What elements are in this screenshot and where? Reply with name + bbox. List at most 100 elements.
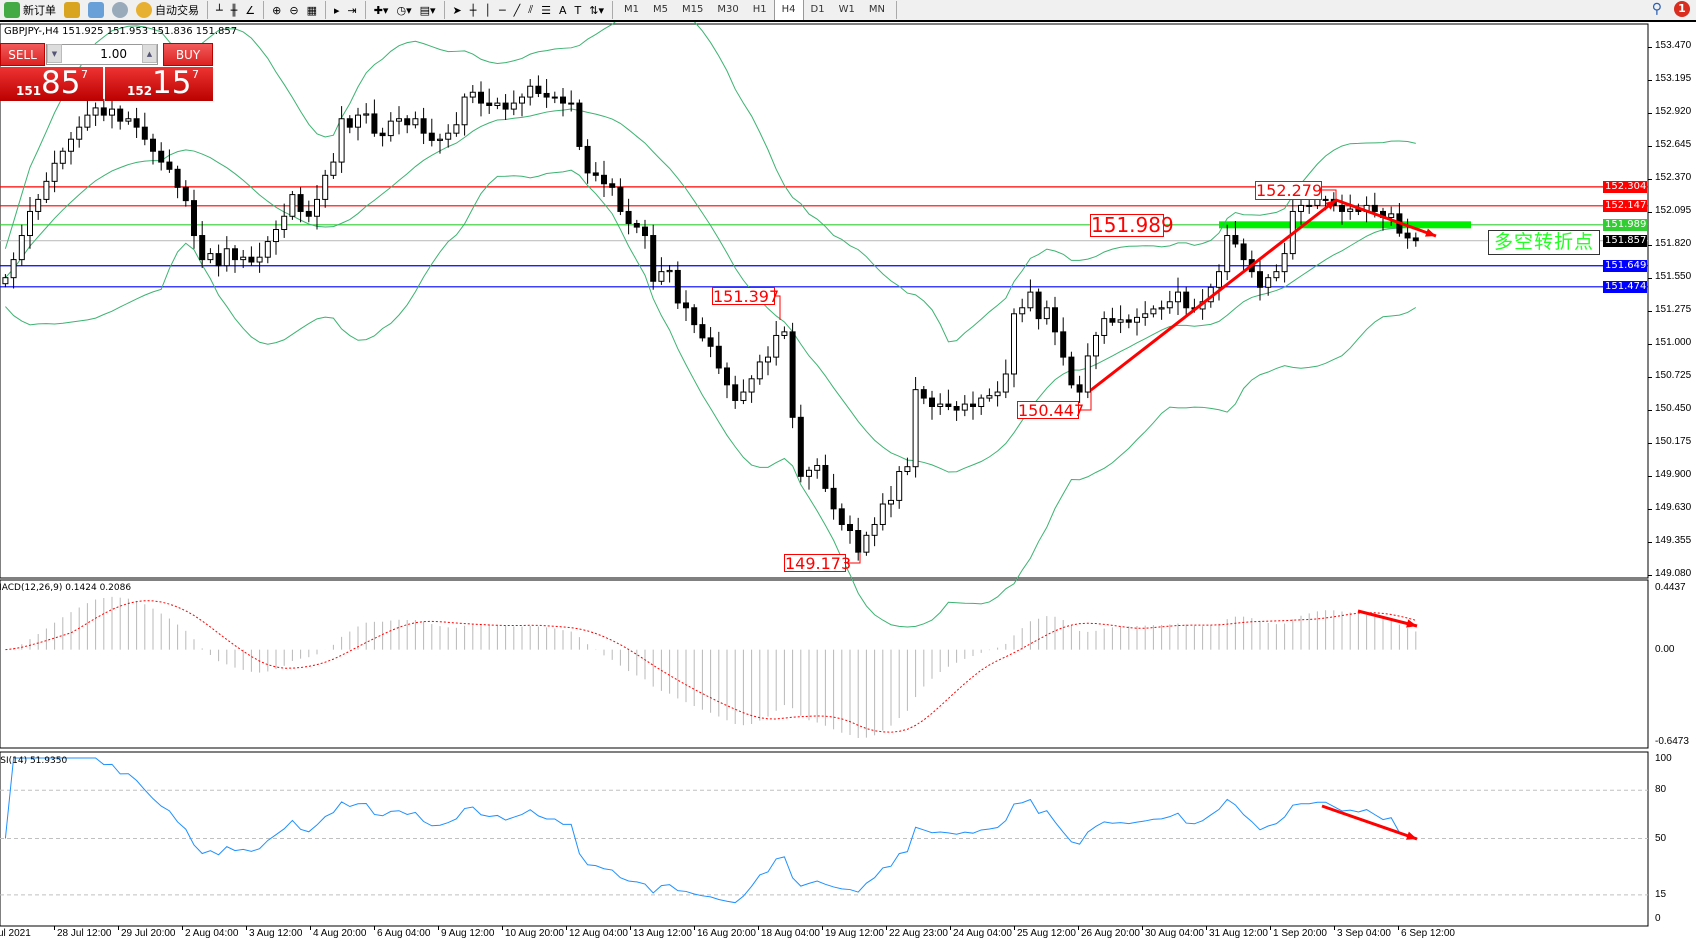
candle[interactable] [1298,200,1304,225]
candle[interactable] [363,103,370,124]
candle[interactable] [322,169,329,208]
candle[interactable] [961,395,968,417]
candle[interactable] [133,107,140,139]
candle[interactable] [830,473,837,520]
templates-icon[interactable]: ▤▾ [419,3,436,17]
candle[interactable] [527,79,534,106]
candle[interactable] [683,290,689,322]
arrows-icon[interactable]: ⇅▾ [589,3,605,17]
candle[interactable] [1166,290,1173,314]
candle[interactable] [617,178,624,216]
candle[interactable] [740,379,747,405]
candle[interactable] [732,375,739,409]
candle[interactable] [994,381,1001,407]
periods-icon[interactable]: ◷▾ [396,3,412,17]
trendline-icon[interactable]: ╱ [513,3,521,17]
market-watch-icon[interactable] [64,2,80,18]
crosshair-icon[interactable]: ┼ [469,3,477,17]
candle[interactable] [1076,375,1083,403]
candle[interactable] [43,172,50,204]
candle[interactable] [937,393,944,415]
candle[interactable] [428,118,435,147]
candle[interactable] [748,375,755,403]
signals-icon[interactable] [112,2,128,18]
candle[interactable] [166,149,173,173]
indicators-icon[interactable]: ✚▾ [373,3,389,17]
timeframe-m15[interactable]: M15 [682,4,704,15]
candle[interactable] [1281,242,1288,283]
candle[interactable] [1068,351,1075,389]
candle[interactable] [806,466,812,490]
annotation-low[interactable]: 149.173 [784,554,852,573]
candle[interactable] [150,133,156,165]
candle[interactable] [1216,264,1222,301]
candle[interactable] [76,116,83,148]
timeframe-m5[interactable]: M5 [653,4,669,15]
candle[interactable] [289,190,296,220]
search-icon[interactable]: ⚲ [1651,1,1662,17]
candle[interactable] [330,153,337,179]
sell-button[interactable]: SELL [0,43,45,66]
candle[interactable] [371,99,378,137]
candle[interactable] [1396,203,1403,237]
candle[interactable] [182,180,189,207]
candle[interactable] [797,404,804,483]
candle[interactable] [1404,218,1411,249]
candle[interactable] [18,224,25,266]
candle[interactable] [27,197,33,249]
candle[interactable] [592,162,599,182]
annotation-high[interactable]: 152.279 [1255,181,1323,200]
candle[interactable] [396,106,402,135]
candle[interactable] [437,133,443,154]
candle[interactable] [896,466,903,509]
candle[interactable] [1175,277,1181,315]
rsi-divergence-arrow[interactable] [1321,804,1418,841]
candle[interactable] [1265,274,1272,296]
candle[interactable] [1084,343,1091,399]
candle[interactable] [986,388,993,402]
candle[interactable] [84,100,91,131]
candle[interactable] [338,106,345,173]
candle[interactable] [912,376,919,478]
candle[interactable] [838,503,845,531]
candle[interactable] [478,81,484,117]
candle[interactable] [1060,317,1067,366]
candle[interactable] [445,124,452,148]
candle[interactable] [953,401,960,421]
candle[interactable] [633,219,640,234]
candle[interactable] [158,142,165,171]
lots-input[interactable]: 1.00 [46,44,158,65]
timeframe-mn[interactable]: MN [868,4,885,15]
notification-badge[interactable]: 1 [1674,1,1690,17]
candle[interactable] [978,394,985,415]
candle[interactable] [461,93,468,136]
pivot-text-label[interactable]: 多空转折点 [1488,230,1600,255]
line-chart-icon[interactable]: ∠ [245,3,256,17]
annotation-pivot-level[interactable]: 151.989 [1090,213,1174,237]
candle[interactable] [543,79,550,108]
buy-button[interactable]: BUY [163,43,213,66]
vertical-line-icon[interactable]: │ [484,3,491,17]
candle[interactable] [68,131,74,165]
candle[interactable] [789,322,796,429]
candle[interactable] [1183,286,1190,317]
candle[interactable] [871,517,878,547]
candle[interactable] [568,90,575,112]
candle[interactable] [535,75,542,98]
candle[interactable] [469,85,476,104]
candle[interactable] [1011,308,1017,388]
candle[interactable] [551,91,558,104]
candle[interactable] [35,193,42,220]
candle[interactable] [92,102,99,126]
candle[interactable] [584,139,591,184]
timeframe-m1[interactable]: M1 [624,4,640,15]
candle[interactable] [625,198,632,235]
candle[interactable] [658,257,665,285]
candle[interactable] [1117,305,1124,334]
candle[interactable] [1150,305,1157,318]
candle[interactable] [314,184,320,230]
timeframe-h1[interactable]: H1 [752,4,767,15]
candle[interactable] [273,220,279,255]
candle[interactable] [59,147,66,170]
